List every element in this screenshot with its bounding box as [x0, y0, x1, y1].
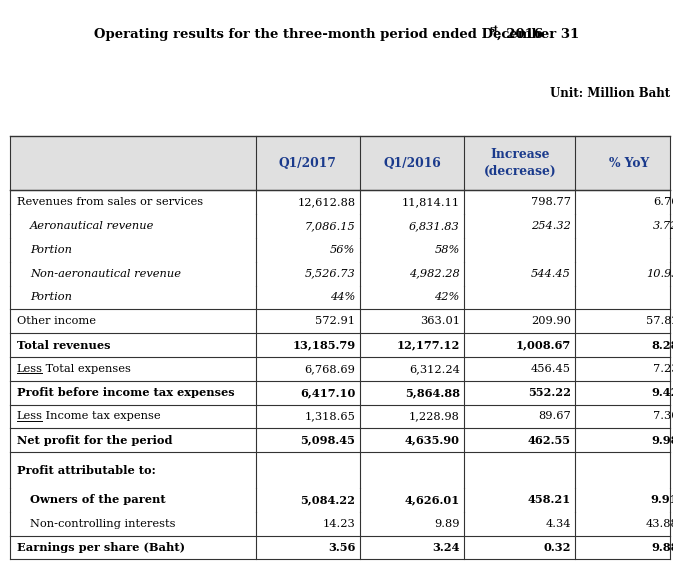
Text: 3.72: 3.72 [653, 221, 673, 231]
Text: 9.88: 9.88 [651, 542, 673, 553]
Text: 552.22: 552.22 [528, 387, 571, 398]
Text: st: st [490, 25, 499, 34]
Text: 254.32: 254.32 [531, 221, 571, 231]
Text: 9.89: 9.89 [434, 519, 460, 529]
Text: Unit: Million Baht: Unit: Million Baht [550, 87, 670, 100]
Text: 11,814.11: 11,814.11 [402, 197, 460, 207]
Text: 9.91: 9.91 [651, 495, 673, 506]
Text: 14.23: 14.23 [322, 519, 355, 529]
Text: 363.01: 363.01 [420, 316, 460, 326]
Text: 3.56: 3.56 [328, 542, 355, 553]
Text: 462.55: 462.55 [528, 435, 571, 446]
Text: Profit attributable to:: Profit attributable to: [17, 465, 155, 475]
Text: 43.88: 43.88 [645, 519, 673, 529]
Text: 6,831.83: 6,831.83 [409, 221, 460, 231]
Text: 5,864.88: 5,864.88 [404, 387, 460, 398]
Text: 1,228.98: 1,228.98 [409, 411, 460, 421]
Text: 7.30: 7.30 [653, 411, 673, 421]
Text: 6,417.10: 6,417.10 [300, 387, 355, 398]
Text: Revenues from sales or services: Revenues from sales or services [17, 197, 203, 207]
Text: Less: Less [17, 364, 43, 374]
Text: Increase
(decrease): Increase (decrease) [484, 148, 556, 178]
Text: Operating results for the three-month period ended December 31: Operating results for the three-month pe… [94, 28, 579, 40]
Text: Net profit for the period: Net profit for the period [17, 435, 172, 446]
Text: 6,768.69: 6,768.69 [304, 364, 355, 374]
Text: 1,008.67: 1,008.67 [516, 340, 571, 350]
Text: 7.23: 7.23 [653, 364, 673, 374]
Text: 12,177.12: 12,177.12 [396, 340, 460, 350]
Text: Profit before income tax expenses: Profit before income tax expenses [17, 387, 234, 398]
Text: 209.90: 209.90 [531, 316, 571, 326]
Text: Income tax expense: Income tax expense [42, 411, 161, 421]
Text: 6.76: 6.76 [653, 197, 673, 207]
Text: Portion: Portion [30, 245, 72, 255]
Text: Total expenses: Total expenses [42, 364, 131, 374]
Text: 13,185.79: 13,185.79 [292, 340, 355, 350]
Text: 58%: 58% [434, 245, 460, 255]
Text: Q1/2016: Q1/2016 [384, 157, 441, 170]
Text: 458.21: 458.21 [528, 495, 571, 506]
Text: % YoY: % YoY [609, 157, 649, 170]
Text: 9.98: 9.98 [651, 435, 673, 446]
Text: 6,312.24: 6,312.24 [409, 364, 460, 374]
Text: , 2016: , 2016 [497, 28, 543, 40]
Text: 4,982.28: 4,982.28 [409, 269, 460, 279]
Text: 89.67: 89.67 [538, 411, 571, 421]
Text: 544.45: 544.45 [531, 269, 571, 279]
Text: 57.82: 57.82 [645, 316, 673, 326]
Text: 798.77: 798.77 [531, 197, 571, 207]
Text: Q1/2017: Q1/2017 [279, 157, 336, 170]
Text: 0.32: 0.32 [543, 542, 571, 553]
Text: Total revenues: Total revenues [17, 340, 110, 350]
Text: 4.34: 4.34 [545, 519, 571, 529]
Text: 5,084.22: 5,084.22 [300, 495, 355, 506]
Text: 7,086.15: 7,086.15 [305, 221, 355, 231]
Text: Owners of the parent: Owners of the parent [30, 495, 166, 506]
Bar [10, 136, 670, 190]
Text: Earnings per share (Baht): Earnings per share (Baht) [17, 542, 185, 553]
Text: 5,526.73: 5,526.73 [305, 269, 355, 279]
Text: 42%: 42% [434, 293, 460, 302]
Text: 456.45: 456.45 [531, 364, 571, 374]
Text: Aeronautical revenue: Aeronautical revenue [30, 221, 155, 231]
Text: Non-aeronautical revenue: Non-aeronautical revenue [30, 269, 181, 279]
Text: 10.93: 10.93 [646, 269, 673, 279]
Text: 4,626.01: 4,626.01 [404, 495, 460, 506]
Text: Less: Less [17, 411, 43, 421]
Text: Other income: Other income [17, 316, 96, 326]
Text: 56%: 56% [330, 245, 355, 255]
Text: 5,098.45: 5,098.45 [300, 435, 355, 446]
Text: 572.91: 572.91 [316, 316, 355, 326]
Text: Non-controlling interests: Non-controlling interests [30, 519, 176, 529]
Text: 3.24: 3.24 [432, 542, 460, 553]
Text: Portion: Portion [30, 293, 72, 302]
Text: 4,635.90: 4,635.90 [404, 435, 460, 446]
Text: 12,612.88: 12,612.88 [297, 197, 355, 207]
Text: 9.42: 9.42 [651, 387, 673, 398]
Text: 1,318.65: 1,318.65 [304, 411, 355, 421]
Text: 44%: 44% [330, 293, 355, 302]
Text: 8.28: 8.28 [651, 340, 673, 350]
